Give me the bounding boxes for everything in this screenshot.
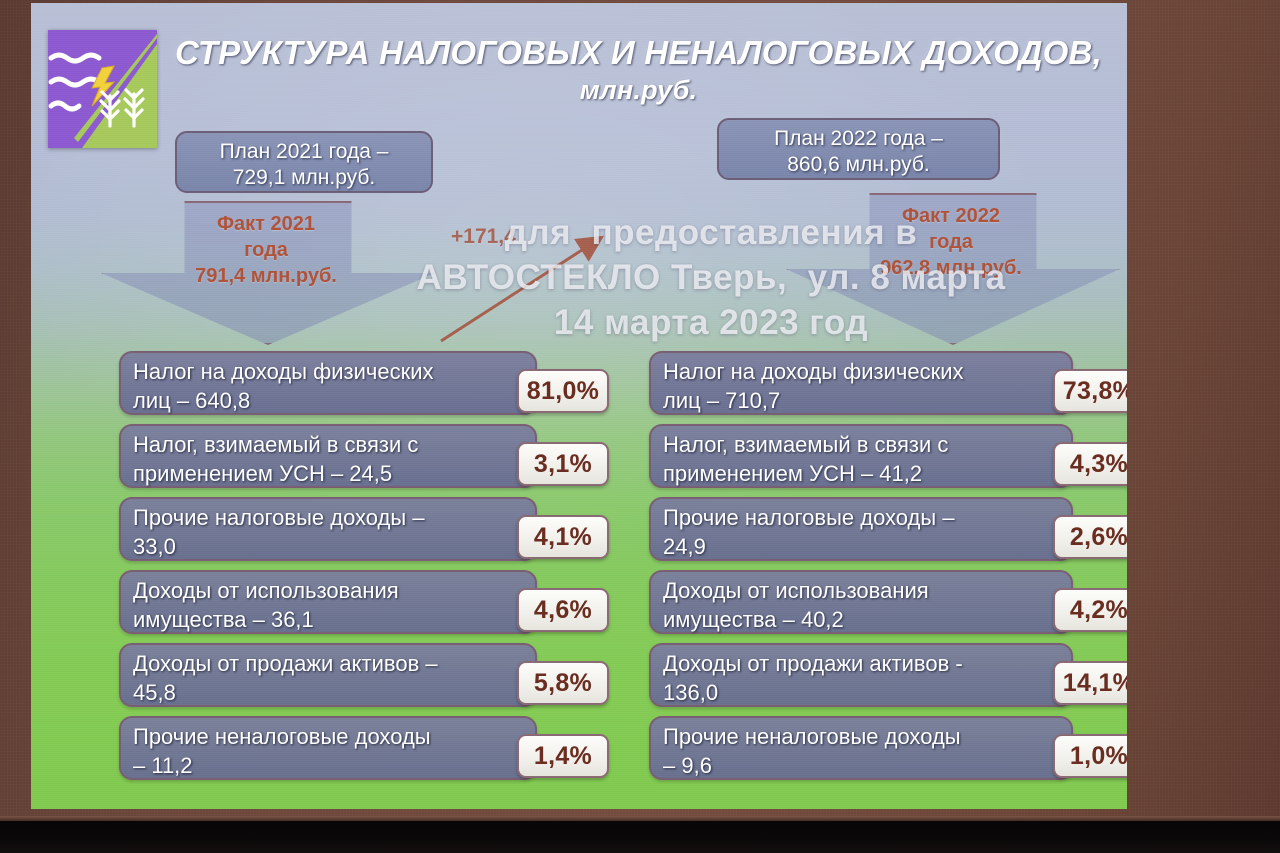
table-row: Налог на доходы физических лиц – 710,7 73,… <box>649 351 1127 423</box>
title-line-2: млн.руб. <box>579 74 698 105</box>
revenue-item-line-1: Налог, взимаемый в связи с <box>133 432 419 457</box>
percent-badge: 4,6% <box>517 588 609 632</box>
revenue-item-label: Прочие налоговые доходы – 33,0 <box>119 497 537 561</box>
table-row: Доходы от использования имущества – 40,2 4… <box>649 570 1127 642</box>
coat-of-arms-emblem <box>48 30 157 148</box>
plan-2022-line-1: План 2022 года – <box>774 127 943 150</box>
table-row: Прочие неналоговые доходы – 9,6 1,0% <box>649 716 1127 788</box>
revenue-item-line-2: 33,0 <box>133 533 176 559</box>
revenue-item-line-1: Прочие налоговые доходы – <box>133 505 425 530</box>
revenue-item-line-2: – 9,6 <box>663 752 712 778</box>
percent-badge: 4,1% <box>517 515 609 559</box>
plan-2021-line-2: 729,1 млн.руб. <box>232 166 376 190</box>
plan-2022-line-2: 860,6 млн.руб. <box>787 153 930 177</box>
revenue-item-label: Налог, взимаемый в связи с применением УС… <box>649 424 1073 488</box>
column-2022: Налог на доходы физических лиц – 710,7 73,… <box>649 351 1127 789</box>
revenue-item-line-2: имущества – 36,1 <box>133 606 314 632</box>
revenue-item-line-2: применением УСН – 41,2 <box>663 460 923 486</box>
down-arrow-icon <box>101 201 435 345</box>
percent-badge: 3,1% <box>517 442 609 486</box>
percent-badge: 1,4% <box>517 734 609 778</box>
revenue-item-line-1: Прочие неналоговые доходы <box>133 724 431 749</box>
screen-bottom-edge <box>0 816 1280 821</box>
percent-badge: 4,3% <box>1053 442 1127 486</box>
table-row: Доходы от использования имущества – 36,1 4… <box>119 570 609 642</box>
screen-bottom-bar <box>0 821 1280 853</box>
revenue-item-line-2: 136,0 <box>663 679 719 705</box>
revenue-item-label: Налог, взимаемый в связи с применением УС… <box>119 424 537 488</box>
plan-2021-line-1: План 2021 года – <box>219 140 389 163</box>
table-row: Прочие налоговые доходы – 33,0 4,1% <box>119 497 609 569</box>
fact-2021-down-arrow: Факт 2021 года 791,4 млн.руб. <box>101 201 435 345</box>
revenue-item-label: Прочие неналоговые доходы – 9,6 <box>649 716 1073 780</box>
revenue-item-line-1: Налог на доходы физических <box>663 359 964 384</box>
column-2021: Налог на доходы физических лиц – 640,8 81,… <box>119 351 609 789</box>
percent-badge: 4,2% <box>1053 588 1127 632</box>
revenue-item-label: Прочие неналоговые доходы – 11,2 <box>119 716 537 780</box>
revenue-item-label: Доходы от продажи активов - 136,0 <box>649 643 1073 707</box>
growth-arrow-icon <box>440 235 605 343</box>
revenue-item-line-1: Доходы от продажи активов – <box>133 651 438 676</box>
page-title: СТРУКТУРА НАЛОГОВЫХ И НЕНАЛОГОВЫХ ДОХОДО… <box>166 33 1111 107</box>
table-row: Налог на доходы физических лиц – 640,8 81,… <box>119 351 609 423</box>
table-row: Доходы от продажи активов - 136,0 14,1% <box>649 643 1127 715</box>
plan-2022-callout: План 2022 года – 860,6 млн.руб. <box>717 118 1000 180</box>
revenue-item-line-1: Прочие налоговые доходы – <box>663 505 955 530</box>
percent-badge: 73,8% <box>1053 369 1127 413</box>
percent-badge: 2,6% <box>1053 515 1127 559</box>
table-row: Налог, взимаемый в связи с применением УС… <box>649 424 1127 496</box>
down-arrow-icon <box>786 193 1120 345</box>
percent-badge: 81,0% <box>517 369 609 413</box>
revenue-item-line-2: применением УСН – 24,5 <box>133 460 393 486</box>
revenue-item-line-2: 45,8 <box>133 679 176 705</box>
revenue-item-label: Доходы от использования имущества – 36,1 <box>119 570 537 634</box>
percent-badge: 1,0% <box>1053 734 1127 778</box>
plan-2021-callout: План 2021 года – 729,1 млн.руб. <box>175 131 433 193</box>
revenue-item-line-2: лиц – 710,7 <box>663 387 781 413</box>
revenue-item-line-1: Доходы от использования <box>663 578 929 603</box>
table-row: Прочие неналоговые доходы – 11,2 1,4% <box>119 716 609 788</box>
growth-value-label: +171,4 <box>451 225 516 248</box>
revenue-item-line-1: Налог, взимаемый в связи с <box>663 432 949 457</box>
presentation-slide: СТРУКТУРА НАЛОГОВЫХ И НЕНАЛОГОВЫХ ДОХОДО… <box>31 3 1127 809</box>
table-row: Прочие налоговые доходы – 24,9 2,6% <box>649 497 1127 569</box>
revenue-item-line-2: – 11,2 <box>133 752 193 778</box>
table-row: Налог, взимаемый в связи с применением УС… <box>119 424 609 496</box>
revenue-item-line-2: имущества – 40,2 <box>663 606 844 632</box>
revenue-item-label: Налог на доходы физических лиц – 640,8 <box>119 351 537 415</box>
revenue-item-label: Прочие налоговые доходы – 24,9 <box>649 497 1073 561</box>
percent-badge: 14,1% <box>1053 661 1127 705</box>
percent-badge: 5,8% <box>517 661 609 705</box>
revenue-item-line-1: Налог на доходы физических <box>133 359 434 384</box>
title-line-1: СТРУКТУРА НАЛОГОВЫХ И НЕНАЛОГОВЫХ ДОХОДО… <box>175 34 1102 71</box>
fact-2022-down-arrow: Факт 2022 года 962,8 млн.руб. <box>786 193 1120 345</box>
revenue-item-line-2: лиц – 640,8 <box>133 387 251 413</box>
revenue-item-line-1: Доходы от использования <box>133 578 399 603</box>
revenue-item-line-1: Доходы от продажи активов - <box>663 651 963 676</box>
revenue-item-line-2: 24,9 <box>663 533 706 559</box>
revenue-item-label: Доходы от продажи активов – 45,8 <box>119 643 537 707</box>
table-row: Доходы от продажи активов – 45,8 5,8% <box>119 643 609 715</box>
revenue-item-label: Налог на доходы физических лиц – 710,7 <box>649 351 1073 415</box>
revenue-item-label: Доходы от использования имущества – 40,2 <box>649 570 1073 634</box>
revenue-item-line-1: Прочие неналоговые доходы <box>663 724 961 749</box>
